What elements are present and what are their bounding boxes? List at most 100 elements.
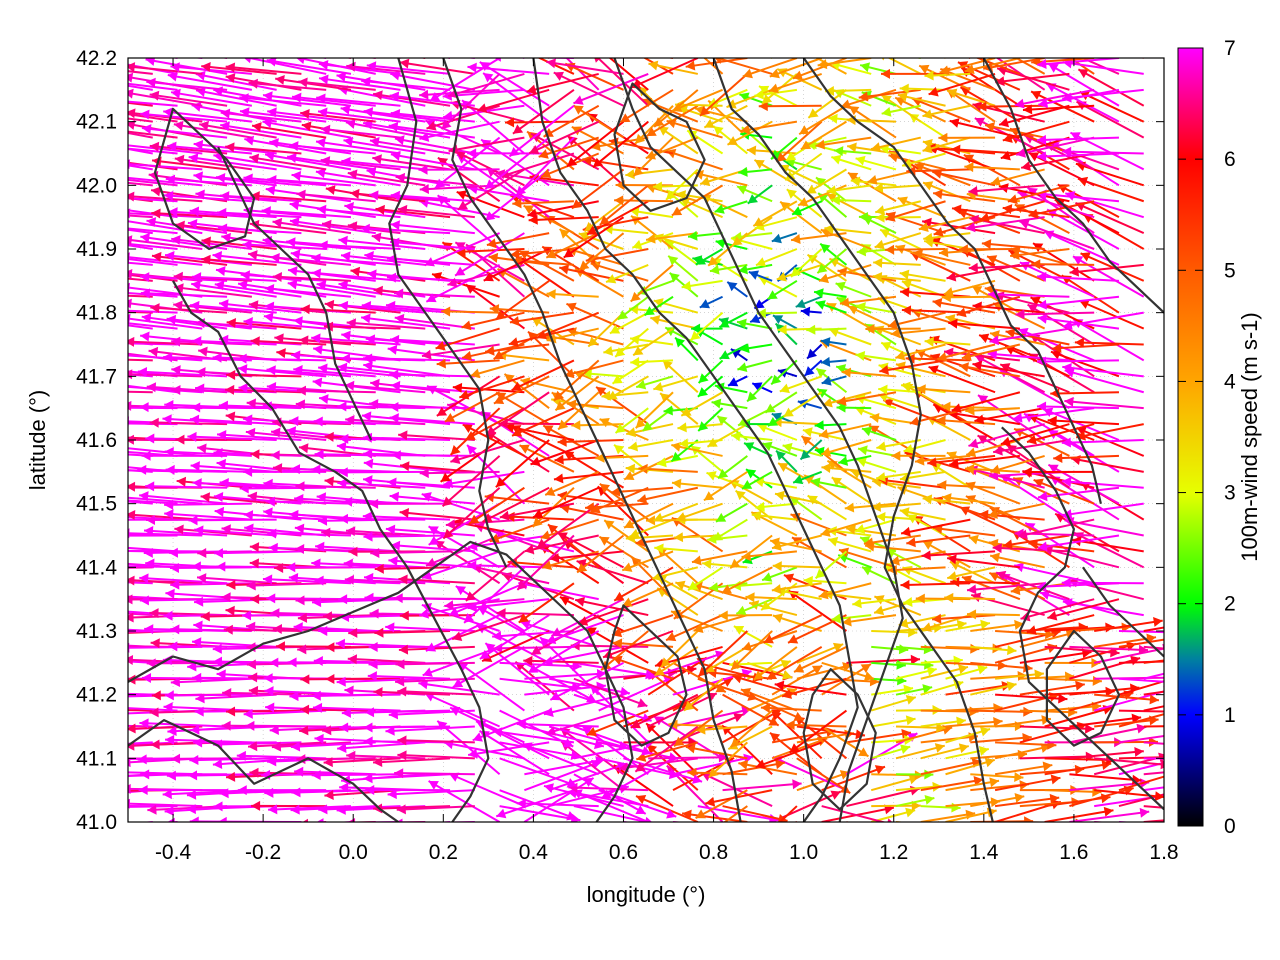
wind-vector-head (757, 423, 768, 433)
wind-vector (188, 518, 277, 522)
wind-vector (846, 658, 921, 664)
wind-vector (1028, 151, 1095, 187)
wind-vector (226, 373, 302, 378)
wind-vector (685, 745, 748, 760)
wind-vector-head (944, 592, 954, 603)
wind-vector-head (394, 288, 404, 299)
wind-vector-head (646, 233, 656, 244)
wind-vector (1000, 474, 1070, 521)
wind-vector (128, 802, 203, 808)
wind-vector (128, 707, 178, 712)
wind-vector (286, 155, 376, 171)
wind-vector (763, 614, 823, 644)
wind-vector-head (687, 767, 697, 778)
wind-vector (995, 58, 1046, 91)
wind-vector (693, 171, 748, 187)
wind-vector (499, 741, 581, 758)
wind-vector-head (317, 107, 328, 118)
wind-vector (237, 357, 327, 362)
wind-vector-head (225, 384, 235, 395)
wind-vector-head (164, 509, 174, 520)
wind-vector-head (324, 299, 335, 310)
wind-vector-head (890, 328, 901, 339)
wind-vector-head (462, 424, 474, 433)
wind-vector (271, 741, 352, 749)
wind-vector (516, 722, 599, 728)
wind-vector-head (599, 418, 610, 428)
wind-vector-head (787, 634, 799, 644)
wind-vector (611, 614, 674, 637)
wind-vector-head (395, 659, 405, 670)
wind-vector-head (146, 658, 156, 669)
wind-vector-head (821, 447, 832, 457)
wind-vector (645, 136, 699, 160)
wind-vector-head (243, 173, 253, 184)
wind-vector-head (287, 152, 297, 163)
wind-vector (635, 795, 699, 822)
wind-vector (385, 527, 475, 537)
wind-vector-head (524, 544, 535, 555)
wind-vector-head (479, 649, 491, 659)
wind-vector-head (774, 490, 785, 501)
wind-vector (1037, 58, 1120, 66)
wind-vector-head (756, 308, 766, 319)
wind-vector (458, 375, 525, 399)
wind-vector (1037, 534, 1120, 549)
wind-vector (703, 58, 724, 75)
wind-vector-head (937, 352, 948, 362)
wind-vector-head (128, 235, 133, 246)
wind-vector-head (311, 770, 321, 781)
wind-vector-head (763, 634, 774, 644)
wind-vector-head (246, 580, 256, 591)
wind-vector (992, 546, 1070, 553)
wind-vector (1069, 810, 1150, 822)
wind-vector (243, 320, 327, 330)
wind-vector-head (582, 368, 592, 379)
wind-vector (320, 127, 401, 139)
wind-vector (970, 661, 1033, 670)
wind-vector-head (150, 303, 160, 314)
wind-vector (338, 238, 426, 250)
wind-vector (618, 757, 698, 770)
wind-vector-head (268, 804, 278, 815)
wind-vector (425, 614, 501, 652)
wind-vector-head (163, 610, 173, 621)
wind-vector (419, 470, 500, 475)
wind-vector (527, 630, 600, 674)
wind-vector-head (617, 310, 629, 320)
wind-vector (915, 349, 971, 378)
wind-vector (1019, 220, 1095, 250)
wind-vector (477, 605, 550, 648)
wind-vector-head (878, 384, 888, 395)
wind-vector (858, 88, 921, 99)
wind-vector (1075, 162, 1145, 187)
wind-vector-head (520, 619, 531, 630)
wind-vector-head (509, 146, 520, 157)
wind-vector-head (192, 637, 202, 648)
wind-vector (485, 391, 550, 436)
wind-vector-head (389, 334, 400, 345)
wind-vector (1052, 343, 1120, 350)
wind-vector-head (269, 138, 279, 149)
wind-vector-head (810, 477, 821, 488)
wind-vector-head (921, 550, 931, 561)
wind-vector-head (874, 765, 886, 775)
wind-vector-head (746, 469, 757, 479)
wind-vector-head (844, 502, 855, 513)
wind-vector (370, 550, 451, 555)
wind-vector-head (313, 655, 323, 666)
wind-vector (945, 683, 1012, 696)
wind-vector-head (928, 365, 939, 375)
wind-vector-head (470, 368, 481, 379)
y-tick-label: 41.7 (76, 365, 117, 388)
wind-vector (225, 145, 302, 155)
wind-vector (789, 709, 848, 754)
wind-vector (1118, 677, 1164, 683)
wind-vector-head (636, 379, 647, 390)
wind-vector (251, 124, 327, 139)
wind-vector (482, 486, 550, 523)
wind-vector-head (146, 382, 157, 393)
wind-vector (315, 170, 401, 187)
wind-vector (363, 357, 451, 362)
wind-vector-head (128, 298, 132, 309)
